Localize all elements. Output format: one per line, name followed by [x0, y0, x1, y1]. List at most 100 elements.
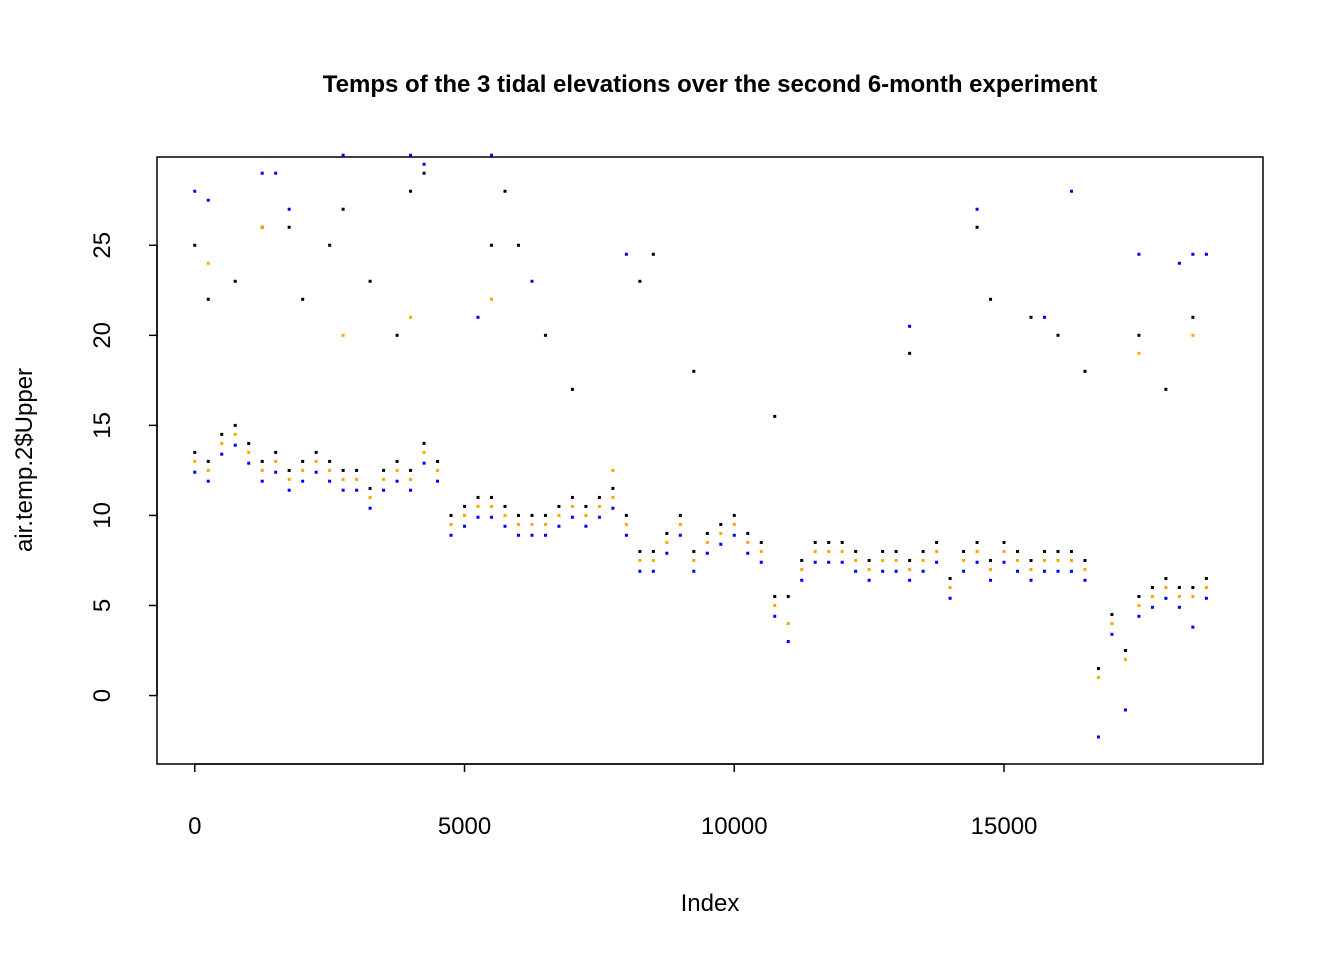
data-point	[705, 540, 709, 544]
data-point	[1042, 315, 1046, 319]
data-point	[422, 162, 426, 166]
data-point	[314, 450, 318, 454]
data-point	[921, 549, 925, 553]
data-point	[1110, 613, 1114, 617]
data-point	[1150, 594, 1154, 598]
data-point	[1123, 708, 1127, 712]
data-points	[193, 153, 1208, 739]
data-point	[395, 468, 399, 472]
data-point	[705, 551, 709, 555]
data-point	[773, 614, 777, 618]
data-point	[476, 495, 480, 499]
data-point	[989, 297, 993, 301]
data-point	[584, 513, 588, 517]
data-point	[395, 459, 399, 463]
data-point	[206, 261, 210, 265]
data-point	[651, 569, 655, 573]
data-point	[193, 450, 197, 454]
data-point	[962, 558, 966, 562]
data-point	[989, 558, 993, 562]
data-point	[854, 549, 858, 553]
data-point	[543, 533, 547, 537]
data-point	[678, 513, 682, 517]
plot-box	[156, 156, 1264, 765]
data-point	[220, 452, 224, 456]
data-point	[786, 622, 790, 626]
data-point	[908, 558, 912, 562]
data-point	[854, 558, 858, 562]
data-point	[759, 549, 763, 553]
data-point	[1191, 333, 1195, 337]
data-point	[382, 488, 386, 492]
data-point	[489, 495, 493, 499]
data-point	[1164, 576, 1168, 580]
data-point	[908, 567, 912, 571]
data-point	[881, 558, 885, 562]
data-point	[975, 225, 979, 229]
data-point	[719, 531, 723, 535]
data-point	[503, 524, 507, 528]
data-point	[1083, 369, 1087, 373]
data-point	[516, 533, 520, 537]
data-point	[962, 549, 966, 553]
data-point	[247, 461, 251, 465]
data-point	[1096, 667, 1100, 671]
data-point	[597, 495, 601, 499]
data-point	[449, 522, 453, 526]
data-point	[422, 450, 426, 454]
data-point	[1150, 605, 1154, 609]
data-point	[1123, 658, 1127, 662]
data-point	[516, 243, 520, 247]
data-point	[989, 567, 993, 571]
data-point	[382, 468, 386, 472]
data-point	[557, 524, 561, 528]
data-point	[1069, 549, 1073, 553]
data-point	[422, 171, 426, 175]
data-point	[1204, 596, 1208, 600]
data-point	[584, 524, 588, 528]
x-axis: 0 5000 10000 15000	[188, 763, 1037, 840]
data-point	[341, 153, 345, 157]
data-point	[1029, 315, 1033, 319]
data-point	[719, 522, 723, 526]
y-tick-label: 10	[89, 502, 116, 529]
data-point	[1137, 603, 1141, 607]
data-point	[800, 567, 804, 571]
data-point	[557, 504, 561, 508]
data-point	[597, 515, 601, 519]
data-point	[921, 558, 925, 562]
data-point	[436, 479, 440, 483]
data-point	[732, 522, 736, 526]
data-point	[409, 488, 413, 492]
data-point	[260, 171, 264, 175]
data-point	[1042, 558, 1046, 562]
data-point	[260, 479, 264, 483]
data-point	[247, 450, 251, 454]
data-point	[705, 531, 709, 535]
data-point	[355, 468, 359, 472]
data-point	[436, 459, 440, 463]
data-point	[746, 551, 750, 555]
data-point	[1083, 558, 1087, 562]
y-tick-label: 20	[89, 322, 116, 349]
data-point	[489, 243, 493, 247]
data-point	[665, 551, 669, 555]
data-point	[813, 560, 817, 564]
data-point	[355, 477, 359, 481]
data-point	[651, 558, 655, 562]
data-point	[463, 513, 467, 517]
data-point	[840, 540, 844, 544]
y-axis-label: air.temp.2$Upper	[11, 368, 38, 552]
data-point	[1137, 614, 1141, 618]
data-point	[651, 252, 655, 256]
data-point	[867, 578, 871, 582]
data-point	[1110, 632, 1114, 636]
data-point	[516, 522, 520, 526]
data-point	[746, 540, 750, 544]
data-point	[975, 207, 979, 211]
data-point	[570, 387, 574, 391]
data-point	[908, 351, 912, 355]
series-0	[193, 171, 1208, 671]
data-point	[260, 468, 264, 472]
data-point	[489, 504, 493, 508]
